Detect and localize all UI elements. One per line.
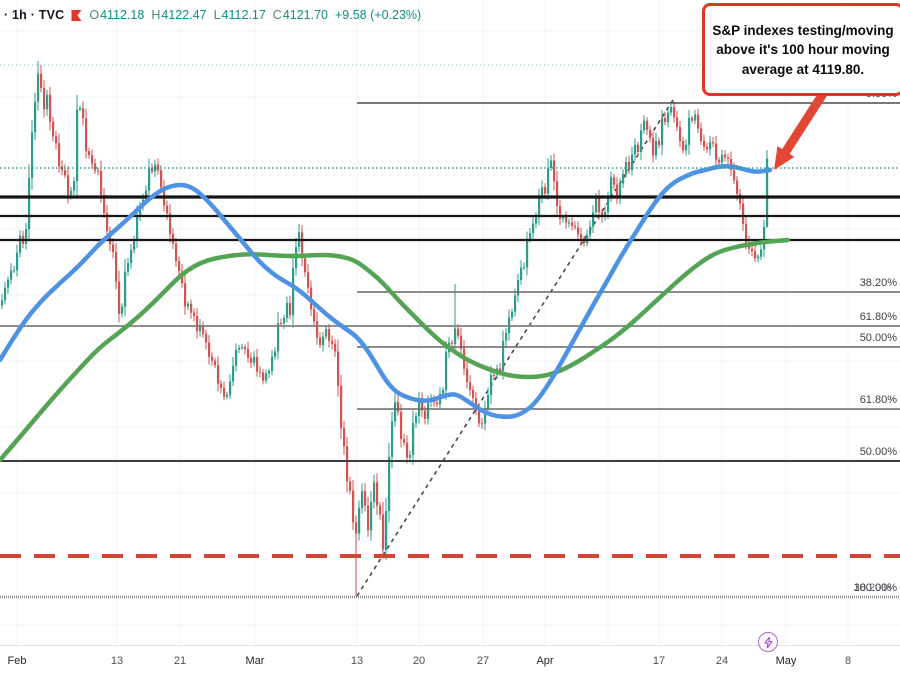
annotation-callout[interactable]: S&P indexes testing/moving above it's 10…: [702, 3, 900, 96]
callout-line-2: above it's 100 hour moving: [716, 42, 890, 58]
open-value: O4112.18: [89, 8, 145, 22]
fib-label-6180: 61.80%: [859, 311, 897, 323]
gridlines: [0, 0, 900, 645]
fib-label-5000: 50.00%: [859, 332, 897, 344]
axis-tick-24[interactable]: 24: [715, 655, 729, 667]
axis-tick-20[interactable]: 20: [412, 655, 426, 667]
chart-legend: · 1h · TVC O4112.18 H4122.47 L4112.17 C4…: [4, 8, 421, 22]
red-flag-icon: [71, 9, 82, 21]
ohlc-values: O4112.18 H4122.47 L4112.17 C4121.70 +9.5…: [89, 8, 421, 22]
ma-blue-100h[interactable]: [0, 164, 773, 419]
axis-tick-13[interactable]: 13: [350, 655, 364, 667]
axis-tick-feb[interactable]: Feb: [7, 655, 27, 667]
axis-tick-13[interactable]: 13: [110, 655, 124, 667]
axis-tick-mar[interactable]: Mar: [245, 655, 265, 667]
fib-label-5000: 50.00%: [859, 446, 897, 458]
fib-label-10000: 100.00%: [853, 582, 897, 594]
ma-green-200h[interactable]: [0, 237, 791, 463]
low-value: L4112.17: [213, 8, 266, 22]
callout-line-1: S&P indexes testing/moving: [712, 23, 894, 39]
close-value: C4121.70: [272, 8, 328, 22]
fib-label-3820: 38.20%: [859, 277, 897, 289]
axis-tick-21[interactable]: 21: [173, 655, 187, 667]
candlestick-series: [1, 61, 769, 596]
axis-tick-27[interactable]: 27: [476, 655, 490, 667]
axis-tick-may[interactable]: May: [775, 655, 797, 667]
chart-canvas[interactable]: [0, 0, 900, 645]
axis-tick-apr[interactable]: Apr: [536, 655, 554, 667]
time-axis[interactable]: Feb 13 21 Mar 13 20 27 Apr 17 24 May 8: [0, 645, 900, 674]
high-value: H4122.47: [151, 8, 207, 22]
fib-label-6180: 61.80%: [859, 394, 897, 406]
callout-line-3: average at 4119.80.: [741, 61, 865, 77]
lightning-icon: [763, 636, 773, 648]
flash-events-button[interactable]: [758, 632, 778, 652]
symbol-timeframe[interactable]: · 1h · TVC: [4, 8, 65, 22]
axis-tick-8[interactable]: 8: [844, 655, 852, 667]
fib-label-3820: 38.20%: [853, 582, 891, 594]
axis-tick-17[interactable]: 17: [652, 655, 666, 667]
change-value: +9.58 (+0.23%): [335, 8, 422, 22]
